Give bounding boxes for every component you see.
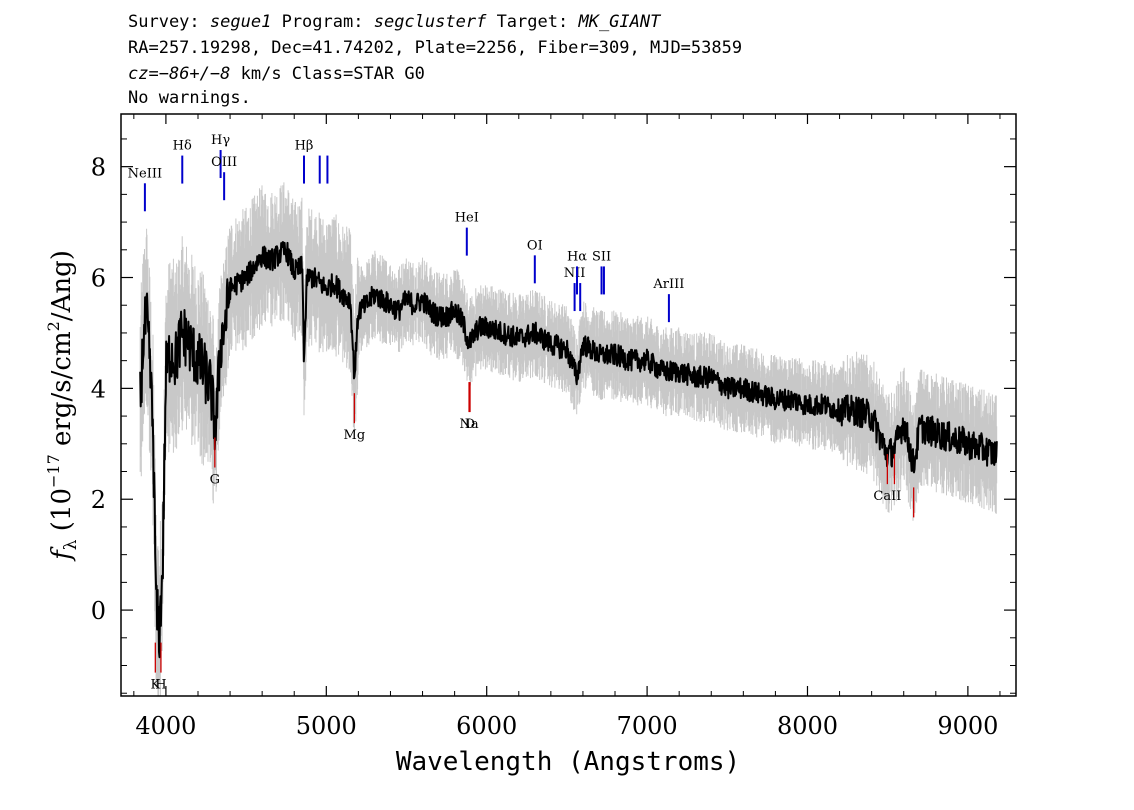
line-label-20: D (465, 417, 475, 432)
x-tick-label-3: 7000 (617, 712, 678, 740)
line-label-12: SII (592, 249, 611, 264)
spectral-line-markers: NeIII Hδ Hγ OIII Hβ HeI OI NII Hα SII ArIII KH G Mg Na… (128, 133, 915, 693)
axis-ticks: 4000 5000 6000 7000 8000 9000 0 2 4 6 8 (91, 114, 1016, 740)
survey-label: Survey: (128, 12, 200, 32)
program-label: Program: (282, 12, 364, 32)
target-label: Target: (497, 12, 569, 32)
y-tick-label-0: 0 (91, 597, 106, 625)
line-label-1: Hδ (173, 139, 192, 154)
line-label-17: G (210, 473, 220, 488)
line-label-15: K (150, 678, 160, 693)
header-line-1: Survey: segue1 Program: segclusterf Targ… (128, 12, 662, 32)
line-label-7: HeI (455, 211, 479, 226)
line-label-16: H (155, 678, 166, 693)
program-value: segclusterf (374, 12, 487, 32)
line-label-0: NeIII (128, 166, 162, 181)
flux-line (139, 241, 998, 659)
survey-value: segue1 (210, 12, 271, 32)
line-label-21: CaII (873, 489, 901, 504)
line-label-2: Hγ (211, 133, 230, 148)
y-tick-label-2: 4 (91, 375, 106, 403)
cz-value: −86+/−8 (159, 64, 231, 84)
y-axis-label: fλ (10−17 erg/s/cm2/Ang) (44, 250, 81, 562)
x-tick-label-2: 6000 (456, 712, 517, 740)
line-label-10: Hα (567, 249, 587, 264)
chart-header: Survey: segue1 Program: segclusterf Targ… (128, 12, 742, 108)
cz-rest: km/s Class=STAR G0 (230, 64, 424, 84)
x-tick-label-1: 5000 (296, 712, 357, 740)
line-label-3: OIII (211, 155, 237, 170)
y-tick-label-3: 6 (91, 265, 106, 293)
flux-series (139, 241, 998, 659)
line-label-18: Mg (344, 428, 366, 443)
y-tick-label-1: 2 (91, 486, 106, 514)
line-label-19: Na (459, 417, 478, 432)
header-line-2: RA=257.19298, Dec=41.74202, Plate=2256, … (128, 38, 742, 58)
line-label-8: OI (527, 238, 543, 253)
plot-frame (120, 113, 1017, 697)
line-label-9: NII (564, 266, 586, 281)
y-tick-label-4: 8 (91, 154, 106, 182)
x-tick-label-5: 9000 (937, 712, 998, 740)
x-tick-label-0: 4000 (135, 712, 196, 740)
header-warnings: No warnings. (128, 88, 251, 108)
x-axis-label: Wavelength (Angstroms) (396, 747, 740, 777)
cz-label: cz= (128, 64, 159, 84)
line-label-4: Hβ (295, 139, 314, 154)
line-label-14: ArIII (652, 277, 684, 292)
target-value: MK_GIANT (577, 12, 662, 32)
x-tick-label-4: 8000 (777, 712, 838, 740)
header-line-3: cz=−86+/−8 km/s Class=STAR G0 (128, 64, 425, 84)
